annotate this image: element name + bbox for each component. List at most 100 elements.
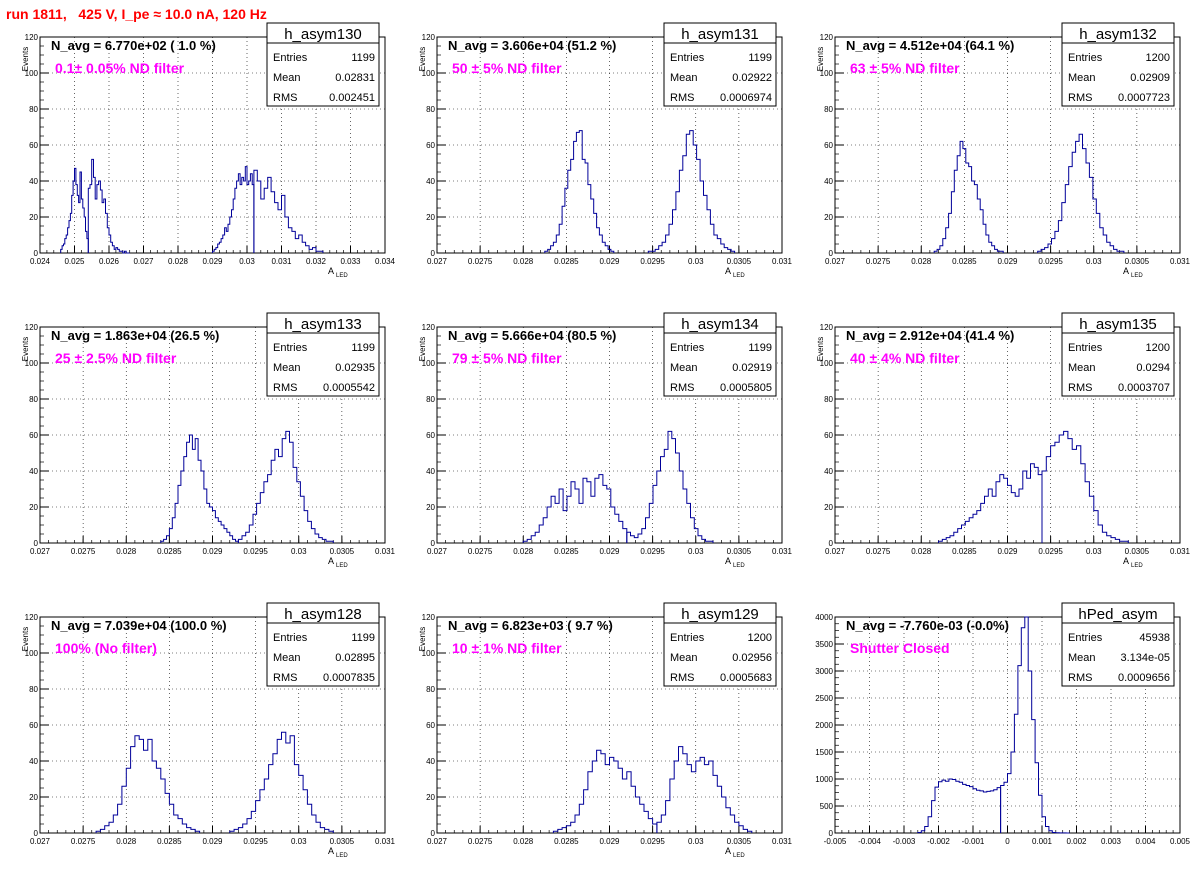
stats-label: RMS <box>670 672 694 684</box>
filter-label: 0.1± 0.05% ND filter <box>55 60 185 76</box>
y-tick-label: 60 <box>426 141 435 150</box>
histogram-name: h_asym133 <box>284 316 362 333</box>
x-tick-label: 0.029 <box>997 547 1018 556</box>
stats-label: Mean <box>273 362 301 374</box>
y-tick-label: 100 <box>422 69 436 78</box>
stats-label: Mean <box>670 72 698 84</box>
x-tick-label: 0.028 <box>116 547 137 556</box>
stats-box <box>1061 42 1175 107</box>
stats-label: Mean <box>1068 652 1096 664</box>
stats-value: 0.02956 <box>732 652 772 664</box>
x-tick-label: 0.0295 <box>640 257 665 266</box>
x-tick-label: -0.001 <box>962 837 985 846</box>
x-tick-label: 0.028 <box>911 257 932 266</box>
x-tick-label: -0.002 <box>927 837 950 846</box>
x-axis-label-subscript: LED <box>336 853 348 859</box>
stats-label: RMS <box>1068 382 1092 394</box>
y-tick-label: 0 <box>431 829 436 838</box>
x-tick-label: 0.004 <box>1135 837 1156 846</box>
y-tick-label: 80 <box>426 685 435 694</box>
y-tick-label: 4000 <box>815 613 833 622</box>
y-axis-label: Events <box>816 47 825 71</box>
x-tick-label: 0.0295 <box>243 837 268 846</box>
y-axis-label: Events <box>816 337 825 361</box>
x-axis-label-subscript: LED <box>1131 563 1143 569</box>
stats-label: Mean <box>1068 362 1096 374</box>
x-tick-label: 0.027 <box>427 257 448 266</box>
x-tick-label: 0.0305 <box>330 547 355 556</box>
histogram-name: h_asym129 <box>681 606 759 623</box>
y-tick-label: 60 <box>29 141 38 150</box>
histogram-name: h_asym128 <box>284 606 362 623</box>
y-tick-label: 120 <box>820 33 834 42</box>
stats-box <box>663 622 777 687</box>
x-tick-label: 0.03 <box>239 257 255 266</box>
stats-label: Entries <box>670 342 705 354</box>
y-tick-label: 40 <box>29 757 38 766</box>
y-tick-label: 120 <box>422 33 436 42</box>
x-tick-label: 0.0295 <box>640 837 665 846</box>
x-axis-label: A <box>725 556 731 566</box>
x-tick-label: 0.025 <box>64 257 85 266</box>
x-tick-label: 0.03 <box>1086 547 1102 556</box>
y-tick-label: 1000 <box>815 775 833 784</box>
y-tick-label: 80 <box>824 105 833 114</box>
x-axis-label: A <box>725 846 731 856</box>
histogram-panel-h_asym135: 0.027 0.0275 0.028 0.0285 0.029 0.0295 0.03 0.0… <box>816 312 1191 569</box>
stats-label: Mean <box>273 652 301 664</box>
stats-value: 1200 <box>1146 342 1170 354</box>
x-tick-label: 0.029 <box>997 257 1018 266</box>
x-tick-label: 0.0275 <box>468 837 493 846</box>
filter-label: 10 ± 1% ND filter <box>452 640 562 656</box>
y-tick-label: 20 <box>426 213 435 222</box>
x-tick-label: 0.0275 <box>71 547 96 556</box>
histogram-name: h_asym132 <box>1079 26 1157 43</box>
y-tick-label: 100 <box>25 649 39 658</box>
stats-label: Entries <box>273 342 308 354</box>
x-tick-label: 0.034 <box>375 257 396 266</box>
y-tick-label: 0 <box>829 249 834 258</box>
x-tick-label: 0.031 <box>772 837 793 846</box>
stats-label: RMS <box>273 92 297 104</box>
stats-value: 0.0007723 <box>1118 92 1170 104</box>
x-tick-label: 0.0275 <box>71 837 96 846</box>
histogram-peak-1 <box>552 749 658 833</box>
y-tick-label: 120 <box>25 613 39 622</box>
y-tick-label: 100 <box>422 649 436 658</box>
x-tick-label: 0.031 <box>1170 547 1191 556</box>
y-tick-label: 0 <box>829 539 834 548</box>
stats-label: Mean <box>670 362 698 374</box>
x-tick-label: 0.029 <box>202 837 223 846</box>
y-tick-label: 20 <box>824 213 833 222</box>
y-tick-label: 80 <box>426 105 435 114</box>
stats-label: Entries <box>670 52 705 64</box>
y-tick-label: 2500 <box>815 694 833 703</box>
y-tick-label: 100 <box>25 359 39 368</box>
y-tick-label: 500 <box>820 802 834 811</box>
stats-value: 0.0006974 <box>720 92 772 104</box>
histogram-name: h_asym130 <box>284 26 362 43</box>
y-tick-label: 120 <box>422 613 436 622</box>
stats-value: 0.0003707 <box>1118 382 1170 394</box>
x-tick-label: 0.029 <box>202 547 223 556</box>
stats-value: 0.0005683 <box>720 672 772 684</box>
stats-value: 1199 <box>748 52 772 64</box>
histogram-peak-1 <box>544 130 615 253</box>
histogram-panel-h_asym133: 0.027 0.0275 0.028 0.0285 0.029 0.0295 0.03 0.0… <box>21 312 396 569</box>
filter-label: 79 ± 5% ND filter <box>452 350 562 366</box>
filter-label: 25 ± 2.5% ND filter <box>55 350 177 366</box>
stats-value: 0.02909 <box>1130 72 1170 84</box>
histogram-panel-h_asym128: 0.027 0.0275 0.028 0.0285 0.029 0.0295 0.03 0.0… <box>21 602 396 859</box>
filter-label: Shutter Closed <box>850 640 950 656</box>
y-tick-label: 3500 <box>815 640 833 649</box>
stats-value: 0.02922 <box>732 72 772 84</box>
x-tick-label: 0.0295 <box>243 547 268 556</box>
x-tick-label: 0.028 <box>116 837 137 846</box>
x-axis-label-subscript: LED <box>336 273 348 279</box>
stats-box <box>266 622 380 687</box>
y-tick-label: 0 <box>829 829 834 838</box>
y-tick-label: 40 <box>824 467 833 476</box>
stats-label: Entries <box>273 632 308 644</box>
histogram-name: h_asym134 <box>681 316 759 333</box>
